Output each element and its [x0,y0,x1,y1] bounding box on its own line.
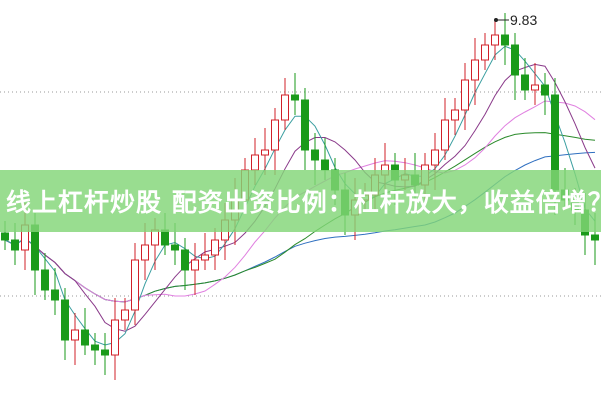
candle-body [471,59,479,81]
candle-body [51,289,59,301]
candle-body [111,319,119,356]
candle-body [311,149,319,161]
candle-body [511,44,519,76]
candle-body [171,244,179,251]
candle-body [211,239,219,256]
candle-body [141,244,149,261]
candle-body [71,329,79,341]
candle-body [11,239,19,251]
candle-body [491,34,499,46]
candle-body [61,299,69,341]
candle-body [441,119,449,151]
candle-body [181,249,189,271]
candle-body [151,229,159,246]
ma10-line [4,63,596,332]
candle-body [541,84,549,96]
candle-body [531,84,539,91]
candle-body [121,309,129,321]
candle-body [521,74,529,91]
candle-body [201,254,209,261]
max-price-label: 9.83 [510,12,537,28]
candle-body [301,99,309,151]
candle-body [1,232,9,241]
candle-body [481,44,489,61]
candle-body [161,229,169,246]
candle-body [271,119,279,151]
title-banner: 线上杠杆炒股 配资出资比例：杠杆放大，收益倍增？ [0,170,601,232]
candle-body [451,109,459,121]
candle-body [321,159,329,171]
title: 线上杠杆炒股 配资出资比例：杠杆放大，收益倍增？ [6,188,601,217]
candle-body [591,234,599,241]
candle-body [191,259,199,271]
candle-body [251,154,259,171]
candle-body [431,149,439,166]
candle-body [101,349,109,356]
max-marker-dot [494,18,498,22]
candle-body [501,34,509,46]
candle-body [91,344,99,351]
candle-body [461,79,469,111]
candle-body [281,94,289,121]
ma5-line [4,45,596,346]
candle-body [291,94,299,101]
candle-body [81,329,89,346]
candle-body [41,269,49,291]
candle-body [261,149,269,156]
candle-body [131,259,139,311]
